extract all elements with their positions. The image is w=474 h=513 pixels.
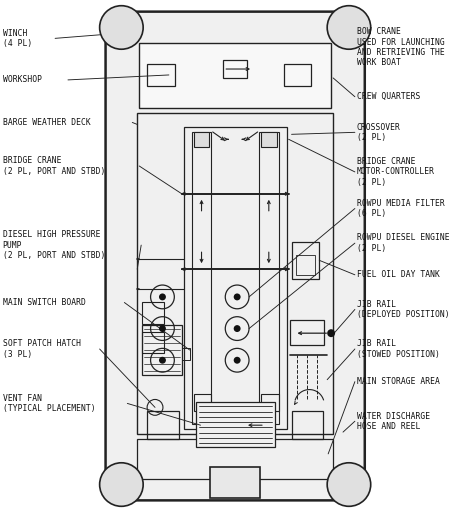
Text: MAIN SWITCH BOARD: MAIN SWITCH BOARD: [3, 298, 85, 307]
Text: CREW QUARTERS: CREW QUARTERS: [357, 92, 420, 101]
Bar: [259, 132, 279, 424]
Circle shape: [327, 463, 371, 506]
Text: BRIDGE CRANE
(2 PL, PORT AND STBD): BRIDGE CRANE (2 PL, PORT AND STBD): [3, 156, 105, 175]
Text: FUEL OIL DAY TANK: FUEL OIL DAY TANK: [357, 270, 440, 279]
Bar: [182, 348, 190, 360]
Circle shape: [234, 325, 241, 332]
Bar: [193, 132, 210, 147]
Text: JIB RAIL
(DEPLOYED POSITION): JIB RAIL (DEPLOYED POSITION): [357, 300, 449, 319]
Bar: [196, 402, 275, 447]
Bar: [184, 127, 287, 429]
Text: DIESEL HIGH PRESSURE
PUMP
(2 PL, PORT AND STBD): DIESEL HIGH PRESSURE PUMP (2 PL, PORT AN…: [3, 230, 105, 260]
FancyBboxPatch shape: [106, 12, 365, 500]
Bar: [137, 112, 333, 434]
Bar: [193, 393, 211, 411]
Text: WINCH
(4 PL): WINCH (4 PL): [3, 29, 32, 48]
Text: WATER DISCHARGE
HOSE AND REEL: WATER DISCHARGE HOSE AND REEL: [357, 411, 430, 431]
Text: MAIN STORAGE AREA: MAIN STORAGE AREA: [357, 377, 440, 386]
Circle shape: [327, 329, 335, 337]
Bar: [142, 331, 164, 353]
Text: JIB RAIL
(STOWED POSITION): JIB RAIL (STOWED POSITION): [357, 339, 440, 359]
Circle shape: [234, 357, 241, 364]
Bar: [142, 325, 182, 374]
Text: WORKSHOP: WORKSHOP: [3, 75, 42, 85]
Bar: [147, 64, 175, 86]
Text: SOFT PATCH HATCH
(3 PL): SOFT PATCH HATCH (3 PL): [3, 339, 81, 359]
Text: BARGE WEATHER DECK: BARGE WEATHER DECK: [3, 118, 91, 127]
Text: ROWPU MEDIA FILTER
(6 PL): ROWPU MEDIA FILTER (6 PL): [357, 199, 445, 218]
Bar: [223, 60, 247, 78]
Text: VENT FAN
(TYPICAL PLACEMENT): VENT FAN (TYPICAL PLACEMENT): [3, 393, 95, 413]
Text: CROSSOVER
(2 PL): CROSSOVER (2 PL): [357, 123, 401, 142]
Bar: [295, 255, 315, 275]
Circle shape: [327, 6, 371, 49]
Bar: [290, 320, 324, 345]
Circle shape: [100, 6, 143, 49]
Bar: [261, 132, 277, 147]
Bar: [210, 467, 260, 499]
Bar: [142, 302, 164, 324]
Bar: [261, 393, 279, 411]
Bar: [292, 411, 323, 439]
Circle shape: [159, 325, 166, 332]
Bar: [137, 439, 333, 479]
Text: ROWPU DIESEL ENGINE
(2 PL): ROWPU DIESEL ENGINE (2 PL): [357, 233, 449, 253]
Text: BOW CRANE
USED FOR LAUNCHING
AND RETRIEVING THE
WORK BOAT: BOW CRANE USED FOR LAUNCHING AND RETRIEV…: [357, 27, 445, 67]
Circle shape: [100, 463, 143, 506]
Circle shape: [234, 293, 241, 301]
Bar: [191, 132, 211, 424]
Bar: [283, 64, 311, 86]
Circle shape: [159, 357, 166, 364]
Bar: [139, 43, 331, 108]
Bar: [292, 242, 319, 279]
Circle shape: [159, 293, 166, 301]
Bar: [147, 411, 179, 439]
Text: BRIDGE CRANE
MOTOR-CONTROLLER
(2 PL): BRIDGE CRANE MOTOR-CONTROLLER (2 PL): [357, 157, 435, 187]
